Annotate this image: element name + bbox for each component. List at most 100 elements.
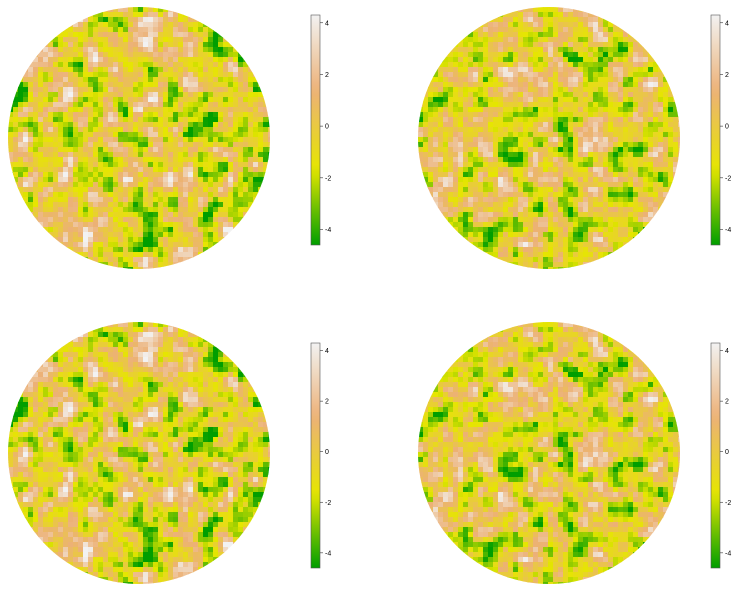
heatmap-cell bbox=[533, 162, 539, 168]
heatmap-cell bbox=[468, 232, 474, 238]
heatmap-cell bbox=[143, 112, 149, 118]
heatmap-cell bbox=[98, 367, 104, 373]
heatmap-cell bbox=[168, 347, 174, 353]
heatmap-cell bbox=[503, 87, 509, 93]
heatmap-cell bbox=[618, 92, 624, 98]
heatmap-cell bbox=[38, 62, 44, 68]
heatmap-cell bbox=[88, 362, 94, 368]
heatmap-cell bbox=[13, 112, 19, 118]
heatmap-cell bbox=[548, 27, 554, 33]
heatmap-cell bbox=[433, 157, 439, 163]
heatmap-cell bbox=[18, 72, 24, 78]
heatmap-cell bbox=[228, 112, 234, 118]
heatmap-cell bbox=[643, 62, 649, 68]
heatmap-cell bbox=[578, 262, 584, 268]
heatmap-cell bbox=[233, 207, 239, 213]
heatmap-cell bbox=[638, 82, 644, 88]
heatmap-cell bbox=[498, 257, 504, 263]
heatmap-cell bbox=[133, 172, 139, 178]
heatmap-cell bbox=[118, 32, 124, 38]
heatmap-cell bbox=[518, 142, 524, 148]
heatmap-cell bbox=[523, 102, 529, 108]
heatmap-cell bbox=[93, 347, 99, 353]
heatmap-cell bbox=[488, 207, 494, 213]
heatmap-cell bbox=[508, 182, 514, 188]
heatmap-cell bbox=[98, 352, 104, 358]
heatmap-cell bbox=[93, 342, 99, 348]
heatmap-cell bbox=[203, 142, 209, 148]
heatmap-cell bbox=[433, 87, 439, 93]
heatmap-cell bbox=[158, 27, 164, 33]
heatmap-cell bbox=[613, 152, 619, 158]
heatmap-cell bbox=[623, 32, 629, 38]
heatmap-cell bbox=[513, 197, 519, 203]
heatmap-cell bbox=[248, 147, 254, 153]
heatmap-cell bbox=[133, 42, 139, 48]
heatmap-cell bbox=[438, 112, 444, 118]
heatmap-cell bbox=[443, 142, 449, 148]
heatmap-cell bbox=[558, 42, 564, 48]
heatmap-cell bbox=[103, 202, 109, 208]
heatmap-cell bbox=[228, 232, 234, 238]
heatmap-cell bbox=[173, 367, 179, 373]
heatmap-cell bbox=[263, 157, 269, 163]
heatmap-cell bbox=[618, 182, 624, 188]
heatmap-cell bbox=[608, 57, 614, 63]
heatmap-cell bbox=[48, 142, 54, 148]
heatmap-cell bbox=[528, 7, 534, 13]
heatmap-cell bbox=[108, 47, 114, 53]
heatmap-cell bbox=[243, 127, 249, 133]
heatmap-cell bbox=[118, 92, 124, 98]
heatmap-cell bbox=[213, 367, 219, 373]
heatmap-cell bbox=[128, 217, 134, 223]
heatmap-cell bbox=[113, 57, 119, 63]
heatmap-cell bbox=[83, 132, 89, 138]
heatmap-cell bbox=[503, 62, 509, 68]
heatmap-cell bbox=[188, 47, 194, 53]
heatmap-cell bbox=[633, 152, 639, 158]
heatmap-cell bbox=[123, 22, 129, 28]
heatmap-cell bbox=[228, 137, 234, 143]
heatmap-cell bbox=[133, 122, 139, 128]
heatmap-cell bbox=[158, 22, 164, 28]
sphere-heatmap bbox=[418, 7, 680, 269]
heatmap-cell bbox=[623, 172, 629, 178]
heatmap-cell bbox=[193, 242, 199, 248]
heatmap-cell bbox=[608, 37, 614, 43]
heatmap-cell bbox=[553, 147, 559, 153]
heatmap-cell bbox=[578, 232, 584, 238]
heatmap-cell bbox=[628, 202, 634, 208]
heatmap-cell bbox=[513, 77, 519, 83]
heatmap-cell bbox=[93, 357, 99, 363]
heatmap-cell bbox=[203, 227, 209, 233]
heatmap-cell bbox=[88, 87, 94, 93]
heatmap-cell bbox=[238, 112, 244, 118]
heatmap-cell bbox=[108, 127, 114, 133]
heatmap-cell bbox=[223, 157, 229, 163]
heatmap-cell bbox=[623, 112, 629, 118]
heatmap-cell bbox=[98, 27, 104, 33]
heatmap-cell bbox=[638, 187, 644, 193]
heatmap-cell bbox=[168, 72, 174, 78]
heatmap-cell bbox=[528, 147, 534, 153]
heatmap-cell bbox=[583, 122, 589, 128]
heatmap-cell bbox=[468, 192, 474, 198]
heatmap-cell bbox=[463, 242, 469, 248]
heatmap-cell bbox=[613, 117, 619, 123]
heatmap-cell bbox=[188, 107, 194, 113]
heatmap-cell bbox=[198, 347, 204, 353]
heatmap-cell bbox=[478, 107, 484, 113]
heatmap-cell bbox=[658, 192, 664, 198]
heatmap-cell bbox=[88, 62, 94, 68]
heatmap-cell bbox=[63, 32, 69, 38]
heatmap-cell bbox=[538, 187, 544, 193]
heatmap-cell bbox=[548, 82, 554, 88]
heatmap-cell bbox=[118, 367, 124, 373]
heatmap-cell bbox=[98, 32, 104, 38]
heatmap-cell bbox=[48, 62, 54, 68]
heatmap-cell bbox=[168, 222, 174, 228]
heatmap-cell bbox=[108, 232, 114, 238]
heatmap-cell bbox=[213, 87, 219, 93]
heatmap-cell bbox=[143, 192, 149, 198]
